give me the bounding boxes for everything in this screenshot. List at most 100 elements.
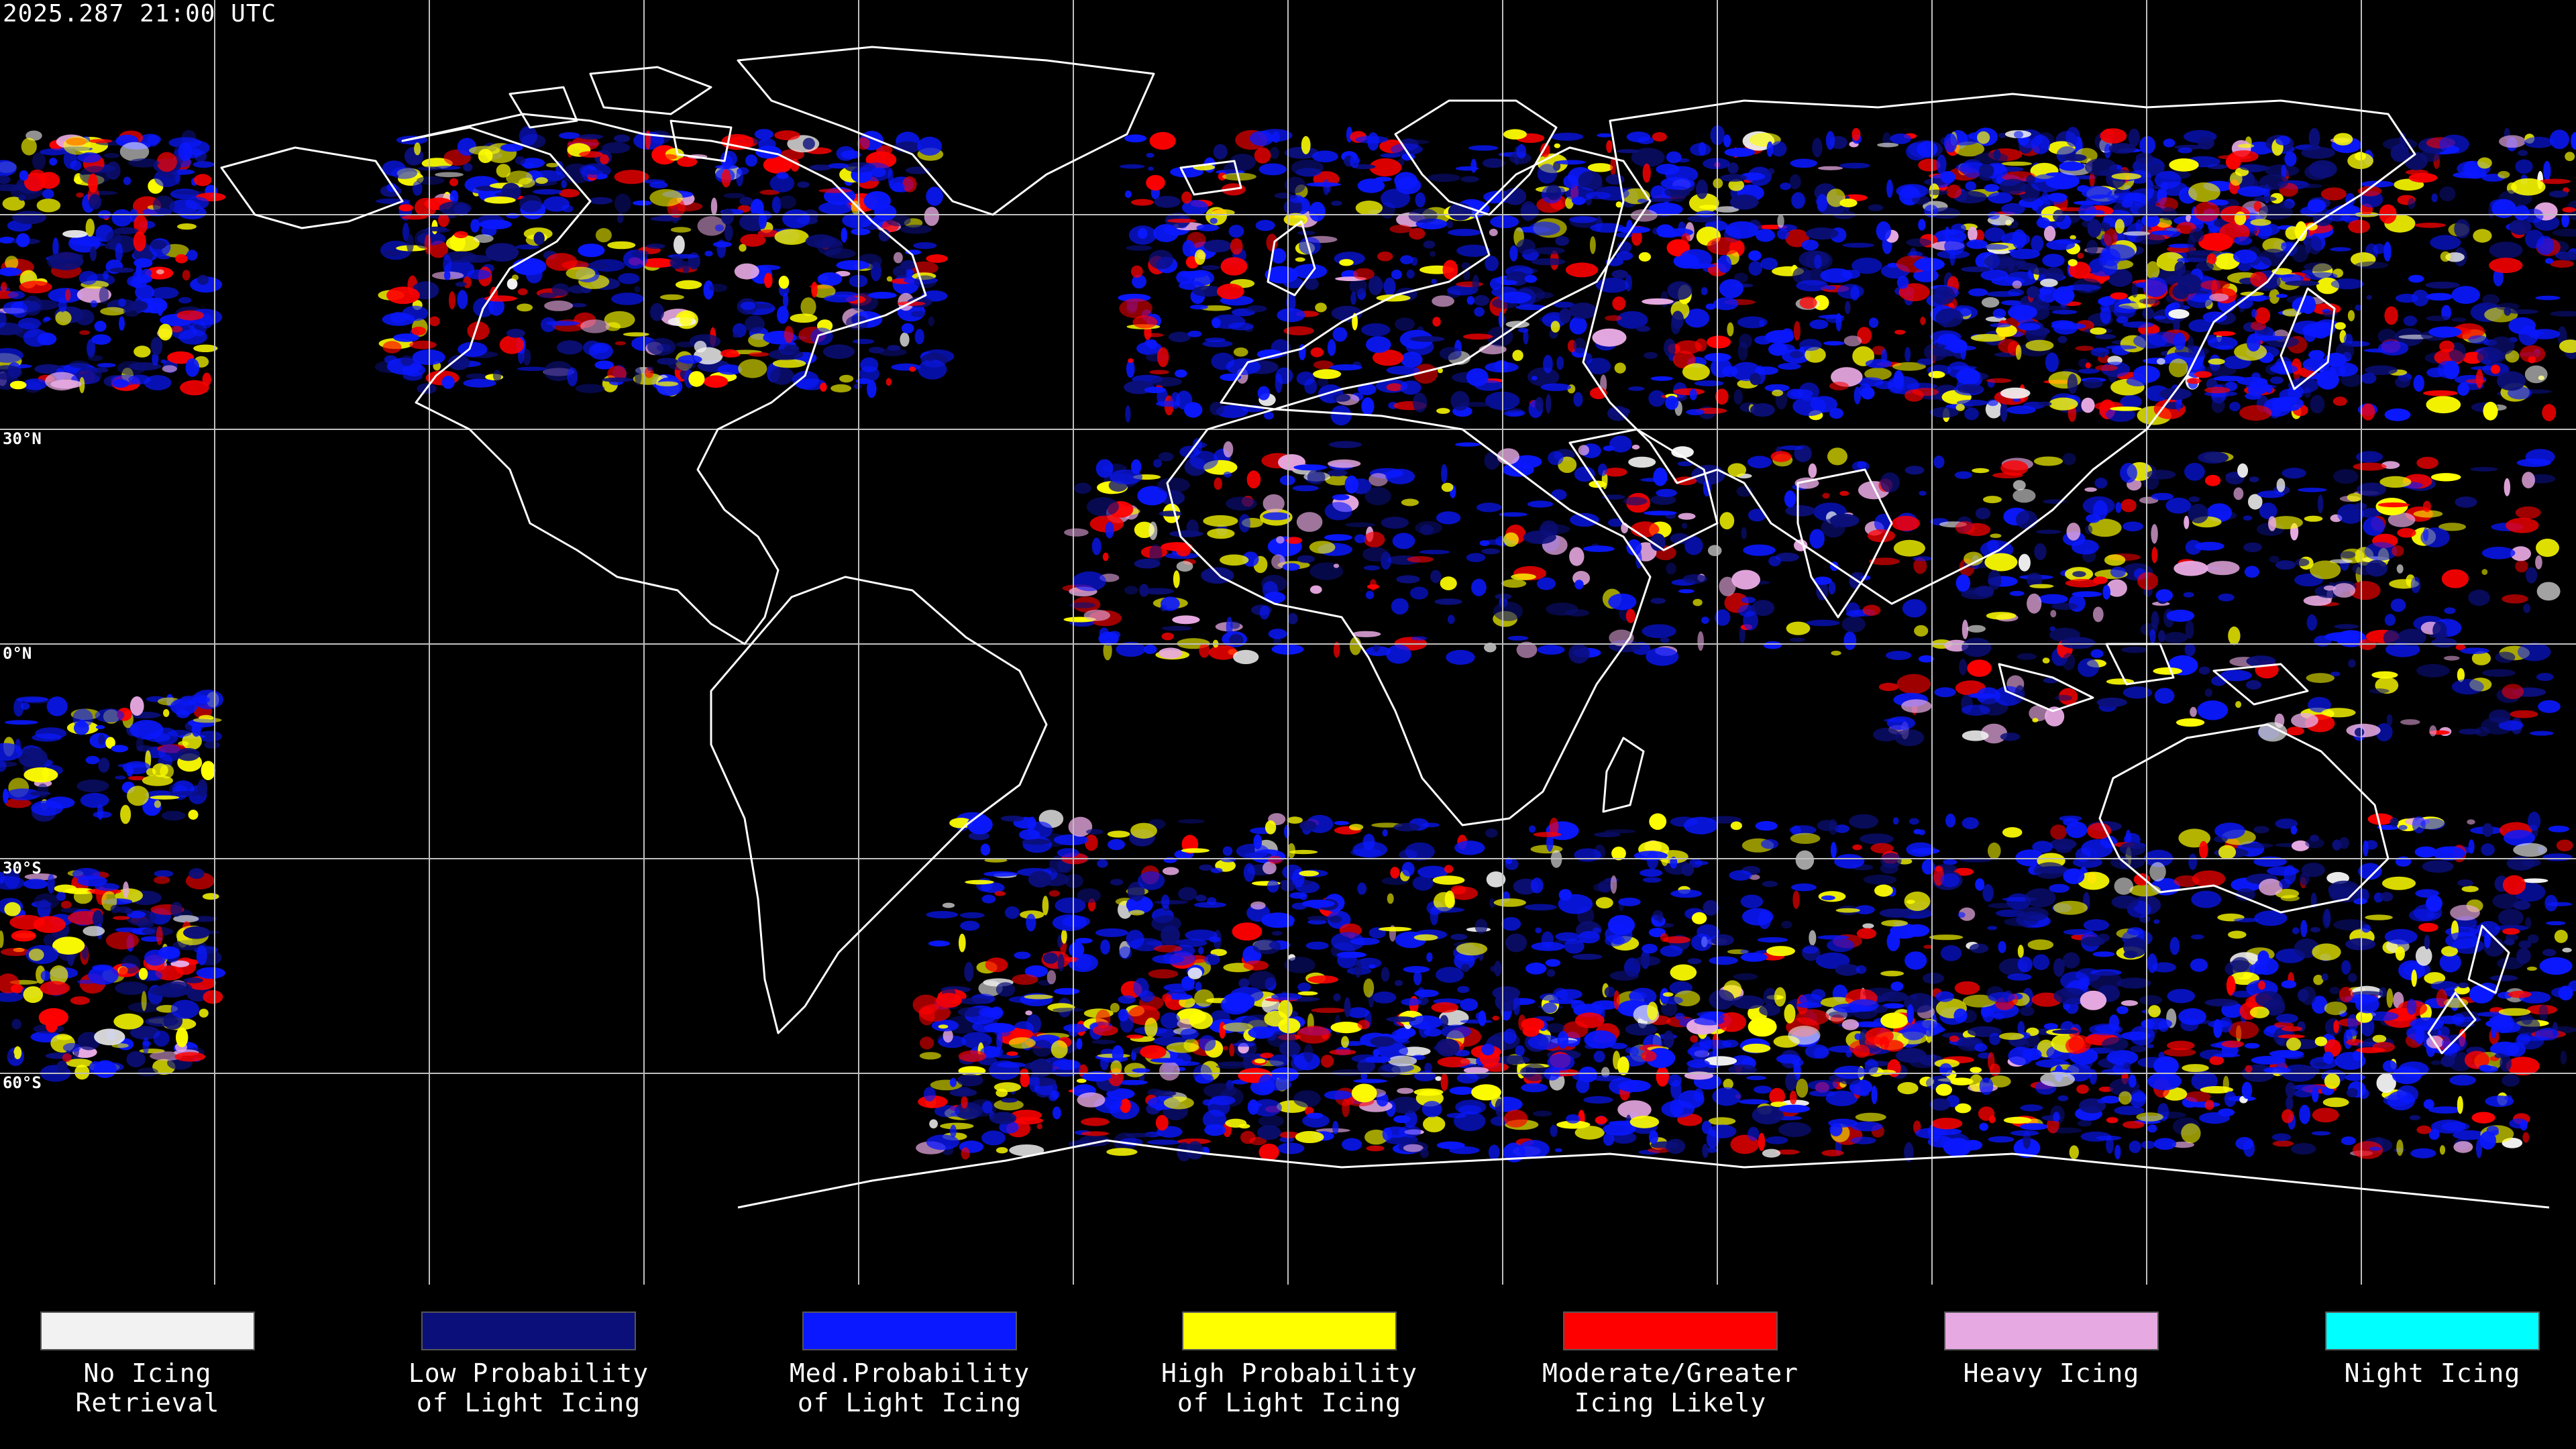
icing-cell bbox=[1511, 573, 1536, 580]
icing-cell bbox=[1103, 641, 1112, 661]
icing-cell bbox=[1719, 279, 1743, 299]
icing-cell bbox=[1331, 932, 1365, 951]
icing-cell bbox=[1612, 934, 1622, 945]
icing-cell bbox=[1741, 596, 1756, 604]
icing-cell bbox=[2233, 487, 2244, 500]
icing-cell bbox=[1177, 819, 1205, 824]
icing-cell bbox=[1203, 515, 1238, 527]
icing-cell bbox=[506, 213, 519, 219]
icing-cell bbox=[2556, 839, 2573, 852]
icing-cell bbox=[1332, 327, 1348, 342]
icing-cell bbox=[2522, 1132, 2530, 1143]
icing-cell bbox=[2395, 856, 2412, 867]
icing-cell bbox=[1709, 956, 1739, 965]
icing-cell bbox=[1582, 545, 1615, 552]
icing-cell bbox=[2188, 319, 2212, 333]
icing-cell bbox=[1324, 1090, 1352, 1100]
icing-cell bbox=[1540, 143, 1550, 158]
icing-cell bbox=[538, 292, 557, 299]
icing-cell bbox=[1373, 350, 1404, 366]
icing-cell bbox=[1701, 616, 1709, 624]
icing-cell bbox=[2202, 311, 2227, 323]
icing-cell bbox=[1742, 1043, 1771, 1053]
icing-cell bbox=[1490, 965, 1497, 972]
icing-cell bbox=[1387, 893, 1394, 904]
icing-cell bbox=[2087, 822, 2112, 839]
icing-cell bbox=[1267, 879, 1279, 893]
icing-cell bbox=[1593, 832, 1621, 837]
icing-cell bbox=[2061, 637, 2096, 649]
icing-cell bbox=[957, 1007, 984, 1017]
icing-cell bbox=[1913, 557, 1927, 574]
icing-cell bbox=[1923, 343, 1948, 361]
icing-cell bbox=[1365, 646, 1391, 657]
icing-cell bbox=[1911, 847, 1940, 855]
icing-cell bbox=[1490, 215, 1519, 229]
icing-cell bbox=[2245, 392, 2261, 400]
icing-cell bbox=[2186, 293, 2212, 309]
icing-cell bbox=[1790, 883, 1817, 892]
icing-cell bbox=[1489, 278, 1502, 290]
icing-cell bbox=[1558, 894, 1593, 914]
icing-cell bbox=[1272, 930, 1283, 936]
icing-cell bbox=[1411, 257, 1418, 266]
icing-cell bbox=[5, 256, 19, 270]
icing-cell bbox=[2441, 946, 2458, 957]
icing-cell bbox=[1328, 470, 1348, 477]
icing-cell bbox=[1248, 971, 1276, 989]
icing-cell bbox=[1461, 262, 1470, 270]
icing-cell bbox=[1344, 522, 1376, 527]
icing-cell bbox=[809, 164, 833, 171]
icing-cell bbox=[1396, 575, 1420, 584]
icing-cell bbox=[1498, 311, 1505, 328]
icing-cell bbox=[1664, 338, 1676, 357]
icing-cell bbox=[841, 150, 861, 159]
icing-cell bbox=[1448, 229, 1482, 236]
icing-cell bbox=[2539, 957, 2573, 975]
icing-cell bbox=[1471, 578, 1487, 596]
icing-cell bbox=[438, 213, 449, 227]
icing-cell bbox=[517, 303, 533, 312]
icing-cell bbox=[2128, 188, 2162, 207]
icing-cell bbox=[2168, 244, 2194, 248]
icing-cell bbox=[2092, 951, 2115, 957]
icing-cell bbox=[85, 218, 95, 237]
icing-cell bbox=[2213, 376, 2246, 382]
icing-cell bbox=[1265, 266, 1299, 284]
icing-cell bbox=[2168, 358, 2188, 378]
icing-cell bbox=[1484, 451, 1500, 470]
icing-cell bbox=[144, 733, 170, 743]
icing-cell bbox=[2111, 172, 2142, 180]
icing-cell bbox=[1271, 248, 1287, 264]
icing-cell bbox=[1403, 1110, 1417, 1128]
icing-cell bbox=[126, 1051, 146, 1068]
icing-cell bbox=[2243, 972, 2251, 979]
icing-cell bbox=[774, 130, 800, 141]
icing-cell bbox=[635, 367, 642, 386]
icing-cell bbox=[2361, 508, 2381, 519]
icing-cell bbox=[2535, 295, 2561, 301]
icing-cell bbox=[1556, 1120, 1591, 1129]
icing-cell bbox=[1862, 604, 1881, 616]
icing-cell bbox=[2347, 493, 2363, 502]
icing-cell bbox=[901, 323, 914, 334]
icing-cell bbox=[1100, 939, 1110, 955]
icing-cell bbox=[1565, 186, 1596, 201]
icing-cell bbox=[1481, 548, 1501, 555]
icing-cell bbox=[1537, 164, 1557, 184]
icing-cell bbox=[1042, 896, 1049, 916]
icing-cell bbox=[118, 298, 126, 307]
icing-cell bbox=[1917, 358, 1933, 366]
icing-cell bbox=[2506, 517, 2539, 533]
icing-cell bbox=[2269, 376, 2284, 384]
icing-cell bbox=[926, 186, 943, 206]
icing-cell bbox=[5, 788, 41, 800]
icing-cell bbox=[1150, 377, 1183, 387]
icing-cell bbox=[176, 748, 200, 761]
icing-cell bbox=[1354, 534, 1366, 543]
icing-cell bbox=[1499, 291, 1532, 304]
icing-cell bbox=[2145, 470, 2176, 480]
icing-cell bbox=[1210, 867, 1223, 873]
icing-cell bbox=[1144, 386, 1166, 394]
icing-cell bbox=[1181, 976, 1195, 989]
